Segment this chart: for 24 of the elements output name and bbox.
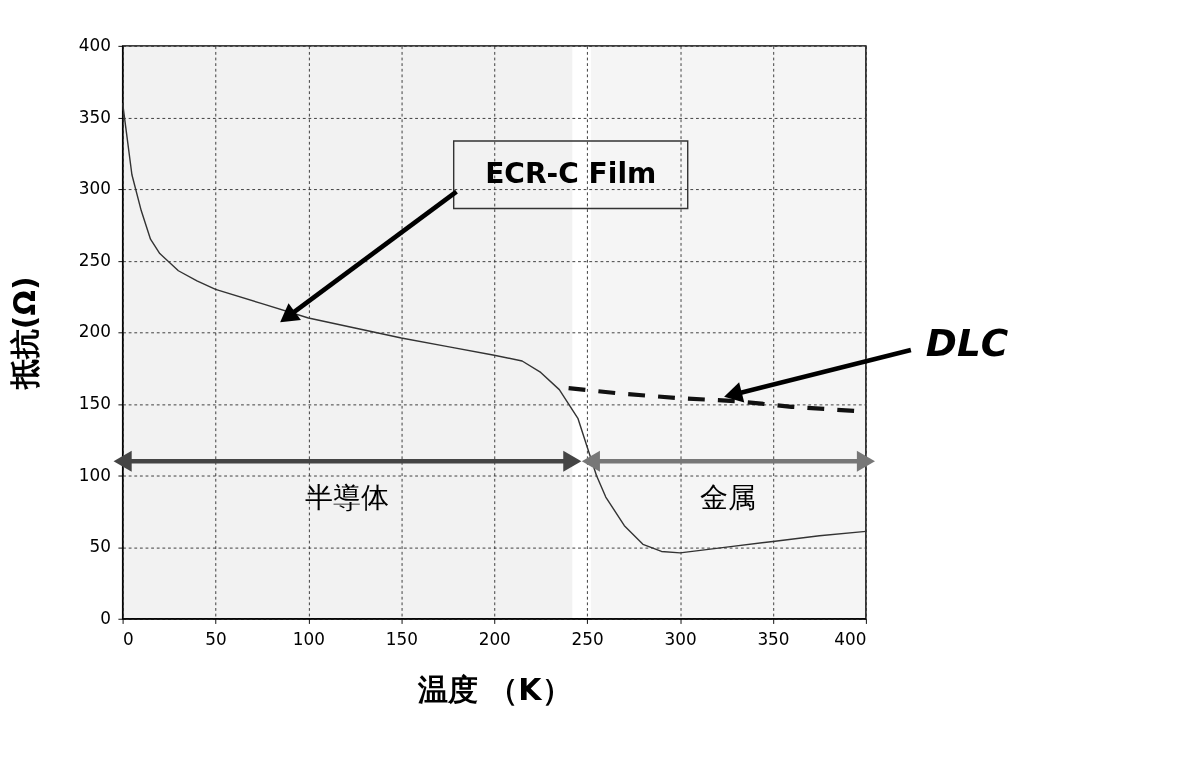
band-label: 金属 <box>700 481 757 515</box>
x-tick-label: 100 <box>292 628 325 649</box>
y-tick-label: 400 <box>78 35 111 56</box>
y-tick-label: 150 <box>78 393 111 414</box>
x-tick-label: 250 <box>571 628 604 649</box>
band-label: 半導体 <box>305 481 390 515</box>
y-tick-label: 200 <box>78 321 111 342</box>
annotation: ECR-C Film <box>485 157 657 191</box>
annotation: DLC <box>925 321 1009 366</box>
x-tick-label: 0 <box>123 628 134 649</box>
x-tick-label: 200 <box>478 628 511 649</box>
y-tick-label: 300 <box>78 178 111 199</box>
y-tick-label: 100 <box>78 464 111 485</box>
x-axis-title: 温度 （K） <box>416 671 572 707</box>
y-tick-label: 50 <box>89 536 111 557</box>
y-tick-label: 350 <box>78 106 111 127</box>
y-tick-label: 250 <box>78 249 111 270</box>
y-axis-title: 抵抗(Ω) <box>6 276 42 391</box>
y-tick-label: 0 <box>100 607 111 628</box>
x-tick-label: 150 <box>385 628 418 649</box>
x-tick-label: 350 <box>757 628 790 649</box>
x-tick-label: 50 <box>205 628 227 649</box>
x-tick-label: 400 <box>834 628 867 649</box>
x-tick-label: 300 <box>664 628 697 649</box>
